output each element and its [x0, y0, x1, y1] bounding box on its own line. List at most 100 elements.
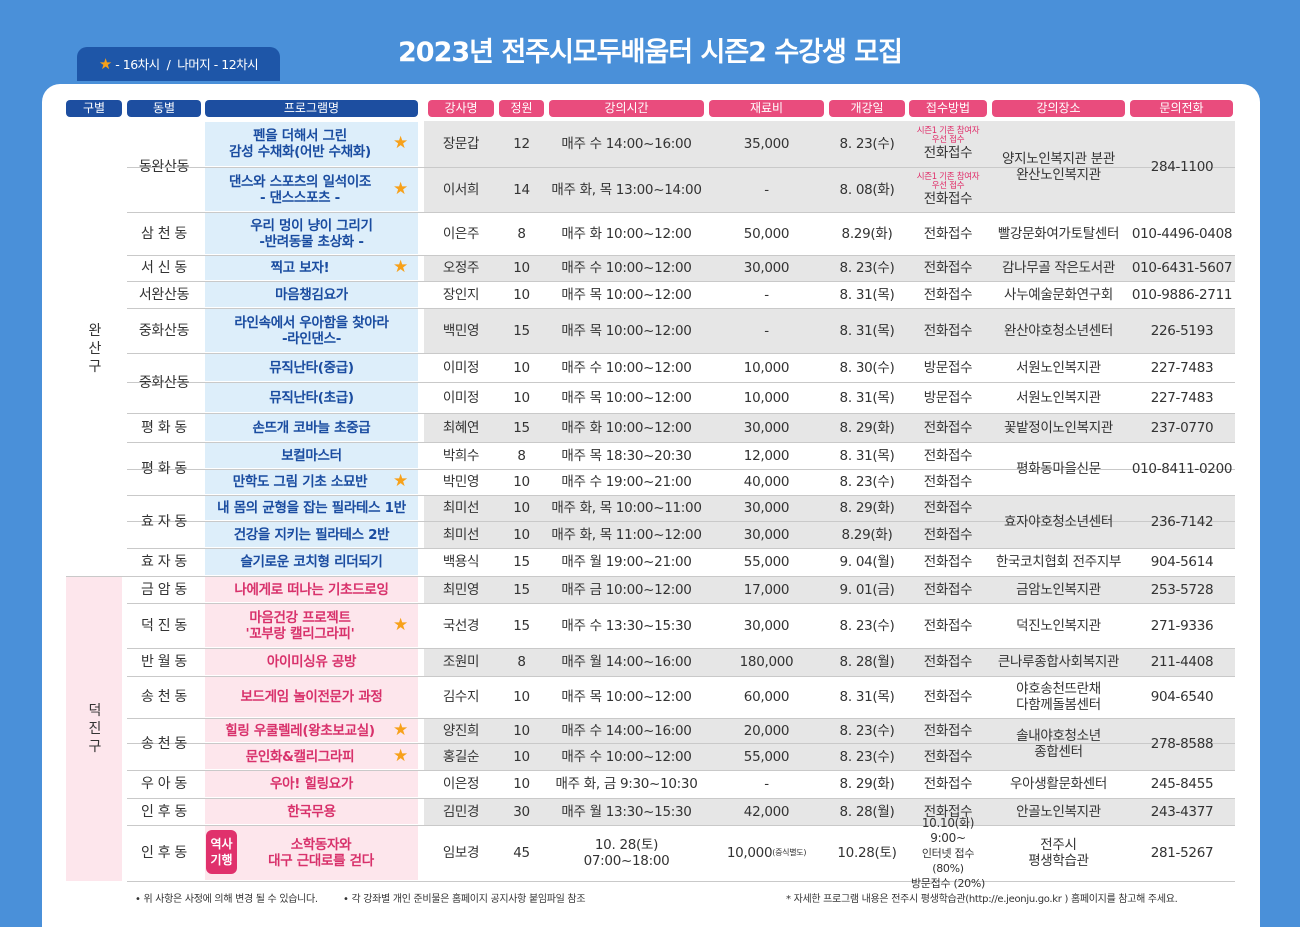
material-fee: 10,000: [743, 389, 790, 406]
row-line-0: [127, 167, 1235, 168]
venue: 서원노인복지관: [1016, 359, 1101, 376]
dong-cell: 송 천 동: [140, 736, 188, 752]
footer-note-1: • 위 사항은 사정에 의해 변경 될 수 있습니다.: [135, 894, 318, 905]
program-cell-bg: [205, 604, 418, 647]
apply-method: 전화접수: [923, 654, 973, 670]
program-name: 건강을 지키는 필라테스 2반: [233, 526, 390, 543]
gu-col-deokjin: [66, 576, 122, 881]
capacity: 12: [513, 136, 530, 152]
start-date: 8. 23(수): [839, 722, 895, 739]
teacher-name: 이은주: [442, 225, 480, 242]
row-line-20: [127, 798, 1235, 799]
start-date: 8. 23(수): [839, 474, 895, 490]
dong-cell: 반 월 동: [140, 654, 188, 670]
apply-method: 방문접수: [923, 359, 973, 376]
teacher-name: 백용식: [442, 554, 480, 570]
program-cell-bg: [205, 649, 418, 675]
row-line-19: [127, 770, 1235, 771]
venue: 꽃밭정이노인복지관: [1003, 419, 1114, 436]
dong-cell: 효 자 동: [140, 554, 188, 570]
start-date: 8. 23(수): [839, 260, 895, 276]
teacher-name: 이미정: [442, 389, 480, 406]
row-line-22: [127, 881, 1235, 882]
class-time: 매주 화, 금 9:30~10:30: [555, 776, 698, 792]
dong-cell: 서 신 동: [140, 260, 188, 276]
contact-phone: 236-7142: [1150, 513, 1214, 530]
page-title: 2023년 전주시모두배움터 시즌2 수강생 모집: [398, 37, 903, 68]
row-line-12: [127, 548, 1235, 549]
program-name: 라인속에서 우아함을 찾아라 -라인댄스-: [234, 314, 389, 347]
program-name: 손뜨개 코바늘 초중급: [252, 419, 371, 436]
capacity: 10: [513, 359, 530, 376]
capacity: 15: [513, 617, 530, 634]
teacher-name: 백민영: [442, 322, 480, 339]
material-fee: -: [764, 322, 769, 339]
history-tour-badge: 역사 기행: [206, 830, 237, 874]
program-name: 뮤직난타(중급): [269, 359, 354, 376]
program-name: 슬기로운 코치형 리더되기: [240, 554, 383, 570]
priority-note: 시즌1 기존 참여자 우선 접수: [916, 126, 980, 145]
grey-band-8: [424, 798, 1235, 825]
start-date: 8. 31(목): [839, 322, 895, 339]
program-name: 소학동자와 대구 근대로를 걷다: [268, 837, 374, 869]
apply-method: 전화접수: [923, 447, 973, 464]
capacity: 10: [513, 776, 530, 792]
program-cell-bg: [205, 719, 418, 742]
dong-cell: 인 후 동: [140, 845, 188, 861]
teacher-name: 조원미: [442, 654, 480, 670]
class-time: 매주 수 10:00~12:00: [561, 359, 692, 376]
venue: 완산야호청소년센터: [1003, 322, 1114, 339]
grey-band-7: [424, 718, 1235, 770]
header-6: 재료비: [709, 100, 824, 117]
capacity: 8: [517, 654, 526, 670]
capacity: 10: [513, 474, 530, 490]
venue: 전주시 평생학습관: [1028, 837, 1089, 869]
row-line-1: [127, 212, 1235, 213]
start-date: 10.28(토): [837, 845, 897, 861]
material-fee: 50,000: [743, 225, 790, 242]
footer-note-3: * 자세한 프로그램 내용은 전주시 평생학습관(http://e.jeonju…: [786, 894, 1178, 905]
material-fee: 35,000: [743, 136, 790, 152]
material-fee: 180,000: [739, 654, 794, 670]
program-cell-bg: [205, 354, 418, 381]
program-cell-bg: [205, 771, 418, 797]
row-line-6: [127, 382, 1235, 383]
dong-cell: 중화산동: [138, 322, 190, 339]
material-fee: 30,000: [743, 526, 790, 543]
apply-method: 10.10(화) 9:00~ 인터넷 접수 (80%) 방문접수 (20%): [909, 816, 987, 890]
priority-note: 시즌1 기존 참여자 우선 접수: [916, 171, 980, 191]
program-name: 뮤직난타(초급): [269, 389, 354, 406]
program-name: 우아! 힐링요가: [270, 776, 353, 792]
legend-sep: /: [166, 57, 171, 72]
class-time: 매주 수 19:00~21:00: [561, 474, 692, 490]
dong-cell: 효 자 동: [140, 513, 188, 530]
program-name: 찍고 보자!: [270, 260, 330, 276]
capacity: 14: [513, 181, 530, 198]
footer-note-2: • 각 강좌별 개인 준비물은 홈페이지 공지사항 붙임파일 참조: [343, 894, 586, 905]
capacity: 30: [513, 803, 530, 820]
dong-cell: 덕 진 동: [140, 617, 188, 634]
material-fee: 55,000: [743, 748, 790, 765]
apply-method: 전화접수: [923, 286, 973, 303]
start-date: 9. 01(금): [839, 581, 895, 598]
material-fee: 30,000: [743, 617, 790, 634]
contact-phone: 010-8411-0200: [1131, 460, 1233, 477]
material-fee: 20,000: [743, 722, 790, 739]
material-fee: 10,000 (중식별도): [726, 845, 807, 861]
program-name: 나에게로 떠나는 기초드로잉: [234, 581, 389, 598]
dong-cell: 인 후 동: [140, 803, 188, 820]
teacher-name: 양진희: [442, 722, 480, 739]
teacher-name: 장인지: [442, 286, 480, 303]
program-name: 아이미싱유 공방: [266, 654, 357, 670]
venue: 한국코치협회 전주지부: [995, 554, 1122, 570]
program-name: 문인화&캘리그라피: [245, 748, 355, 765]
material-fee: 42,000: [743, 803, 790, 820]
contact-phone: 010-4496-0408: [1131, 225, 1233, 242]
row-line-8: [127, 442, 1235, 443]
header-3: 강사명: [428, 100, 494, 117]
capacity: 8: [517, 447, 526, 464]
venue: 큰나루종합사회복지관: [997, 654, 1120, 670]
row-line-4: [127, 308, 1235, 309]
capacity: 10: [513, 722, 530, 739]
start-date: 8. 29(화): [839, 776, 895, 792]
